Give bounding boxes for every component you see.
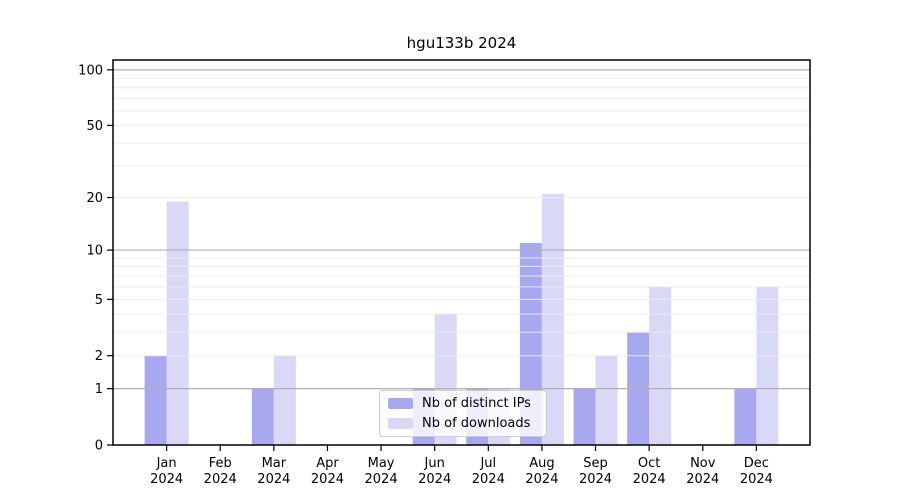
chart-title: hgu133b 2024 [406, 34, 517, 52]
y-tick-label: 20 [86, 191, 103, 206]
bar-downloads-sep [595, 355, 618, 445]
bar-distinct-ips-jan [144, 355, 167, 445]
x-tick-label-month: Jan [156, 456, 177, 471]
y-tick-label: 10 [86, 244, 103, 259]
x-tick-label-year: 2024 [686, 472, 719, 487]
x-tick-label-month: May [368, 456, 395, 471]
bar-distinct-ips-mar [251, 388, 274, 445]
x-tick-label-year: 2024 [472, 472, 505, 487]
y-tick-label: 50 [86, 119, 103, 134]
y-tick-label: 1 [95, 382, 103, 397]
x-tick-label-year: 2024 [257, 472, 290, 487]
x-tick-label-month: Dec [744, 456, 769, 471]
x-tick-label-month: Mar [262, 456, 287, 471]
x-tick-label-year: 2024 [204, 472, 237, 487]
legend-item-distinct-ips: Nb of distinct IPs [388, 396, 538, 411]
legend-swatch-downloads [388, 418, 413, 429]
x-tick-label-month: Jun [424, 456, 445, 471]
x-tick-label-month: Apr [316, 456, 339, 471]
legend-label-distinct-ips: Nb of distinct IPs [422, 396, 531, 411]
x-tick-label-year: 2024 [365, 472, 398, 487]
x-tick-label-year: 2024 [740, 472, 773, 487]
legend: Nb of distinct IPs Nb of downloads [379, 390, 547, 437]
x-tick-label-month: Aug [529, 456, 554, 471]
x-tick-label-year: 2024 [311, 472, 344, 487]
x-tick-label-month: Oct [638, 456, 660, 471]
x-tick-label-year: 2024 [525, 472, 558, 487]
x-tick-label-month: Jul [479, 456, 496, 471]
x-tick-label-year: 2024 [633, 472, 666, 487]
y-tick-label: 2 [95, 349, 103, 364]
y-tick-label: 0 [95, 439, 103, 454]
y-tick-label: 5 [95, 293, 103, 308]
x-tick-label-year: 2024 [579, 472, 612, 487]
x-tick-label-month: Feb [209, 456, 232, 471]
legend-swatch-distinct-ips [388, 398, 413, 409]
legend-item-downloads: Nb of downloads [388, 416, 538, 431]
bar-distinct-ips-dec [734, 388, 757, 445]
bar-distinct-ips-sep [573, 388, 596, 445]
y-tick-label: 100 [78, 63, 103, 78]
bar-downloads-dec [756, 286, 779, 445]
legend-label-downloads: Nb of downloads [422, 416, 531, 431]
bar-downloads-aug [541, 193, 564, 445]
axis-frame [112, 59, 811, 446]
x-tick-label-year: 2024 [418, 472, 451, 487]
x-tick-label-year: 2024 [150, 472, 183, 487]
x-tick-label-month: Nov [690, 456, 716, 471]
bar-downloads-mar [273, 355, 296, 445]
x-tick-label-month: Sep [583, 456, 608, 471]
bar-downloads-oct [649, 286, 672, 445]
bar-downloads-jan [166, 201, 189, 445]
